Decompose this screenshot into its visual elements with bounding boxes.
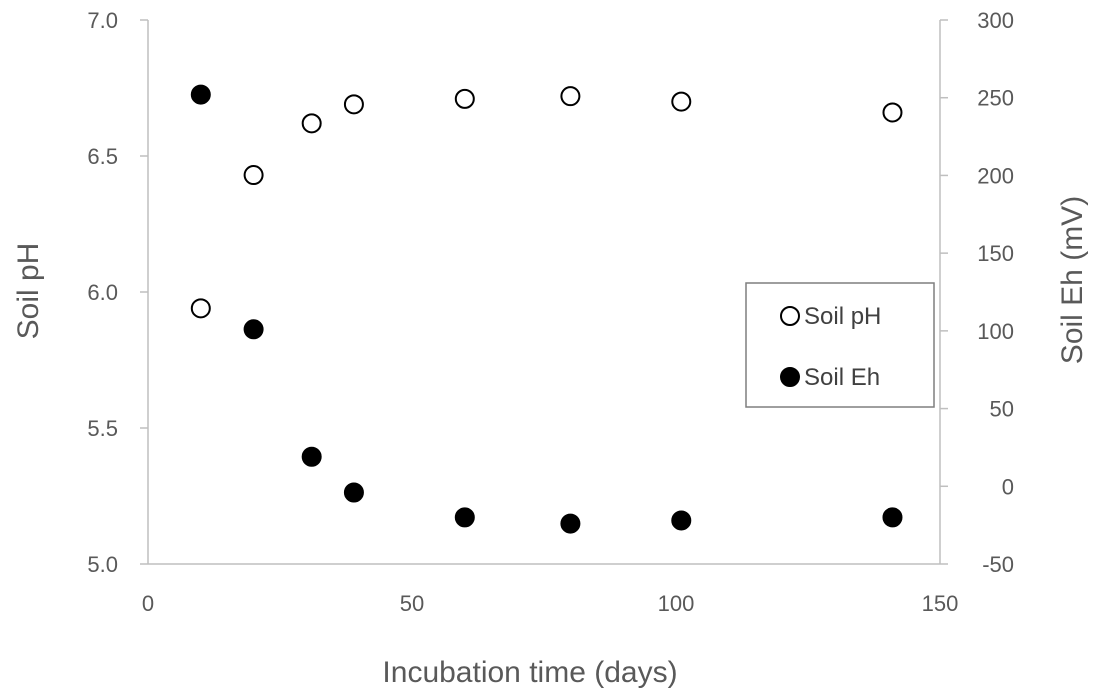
y-tick-label-left: 6.5 [87,144,118,169]
legend-box [745,282,935,408]
data-point-soil-ph [671,91,692,112]
data-point-soil-eh [560,513,581,534]
x-axis-title: Incubation time (days) [382,656,677,689]
data-point-soil-eh [243,319,264,340]
y-tick-label-right: 300 [977,8,1014,33]
data-point-soil-ph [301,113,322,134]
y-tick-label-left: 7.0 [87,8,118,33]
y-tick-label-left: 5.5 [87,416,118,441]
y-tick-label-left: 6.0 [87,280,118,305]
data-point-soil-eh [454,507,475,528]
y-axis-title-right: Soil Eh (mV) [1056,196,1089,364]
y-tick-label-right: -50 [982,552,1014,577]
data-point-soil-eh [190,84,211,105]
data-point-soil-eh [671,510,692,531]
data-point-soil-ph [560,86,581,107]
data-point-soil-ph [454,88,475,109]
y-tick-label-right: 0 [1002,474,1014,499]
x-tick-label: 150 [922,591,959,616]
legend-label-soil-eh: Soil Eh [804,364,880,391]
x-tick-label: 100 [658,591,695,616]
y-tick-label-right: 50 [990,397,1014,422]
y-tick-label-right: 250 [977,86,1014,111]
legend-marker-soil-eh [780,367,800,387]
y-tick-label-right: 200 [977,163,1014,188]
x-tick-label: 50 [400,591,424,616]
legend-label-soil-ph: Soil pH [804,303,881,330]
data-points [190,84,903,534]
data-point-soil-ph [190,298,211,319]
data-point-soil-ph [343,94,364,115]
y-tick-label-right: 150 [977,241,1014,266]
data-point-soil-eh [301,446,322,467]
data-point-soil-ph [243,165,264,186]
x-tick-label: 0 [142,591,154,616]
y-tick-label-left: 5.0 [87,552,118,577]
data-point-soil-eh [882,507,903,528]
data-point-soil-eh [343,482,364,503]
data-point-soil-ph [882,102,903,123]
legend-marker-soil-ph [780,306,800,326]
y-axis-title-left: Soil pH [12,243,45,340]
legend: Soil pH Soil Eh [745,282,935,408]
y-tick-label-right: 100 [977,319,1014,344]
tick-labels: 0 50 100 150 5.0 5.5 6.0 6.5 7.0 -50 0 50 100 150 200 2… [87,8,1014,616]
